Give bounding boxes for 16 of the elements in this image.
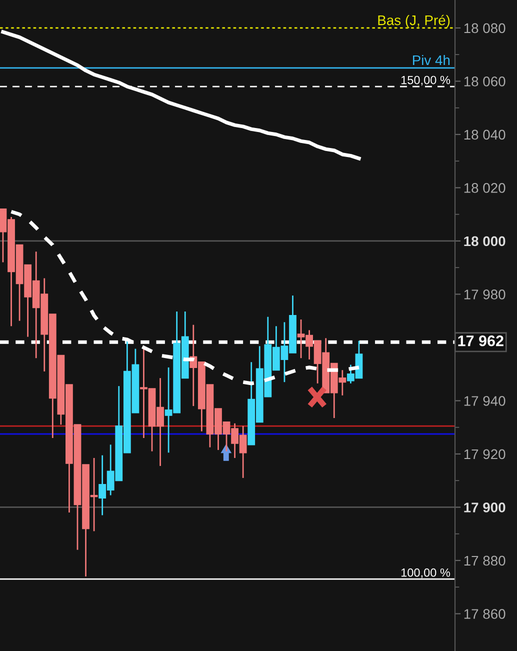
- y-tick-label: 18 060: [464, 76, 506, 86]
- y-tick-label: 18 020: [464, 183, 506, 193]
- ref-line-label: Piv 4h: [412, 54, 450, 66]
- y-tick-label: 18 000: [464, 236, 506, 246]
- y-tick-label: 17 940: [464, 396, 506, 406]
- y-tick-label: 17 900: [464, 502, 506, 512]
- y-tick-label: 18 040: [464, 130, 506, 140]
- y-tick-label: 17 880: [464, 556, 506, 566]
- y-tick-label: 17 860: [464, 609, 506, 619]
- annotation: 100,00 %: [401, 568, 450, 578]
- ref-line-label: Bas (J, Pré): [378, 14, 450, 28]
- annotation: 150,00 %: [401, 76, 450, 86]
- y-tick-label: 17 980: [464, 290, 506, 300]
- y-tick-label: 18 080: [464, 23, 506, 34]
- y-tick-label: 17 920: [464, 449, 506, 460]
- ref-line-label: 17 962: [458, 335, 504, 346]
